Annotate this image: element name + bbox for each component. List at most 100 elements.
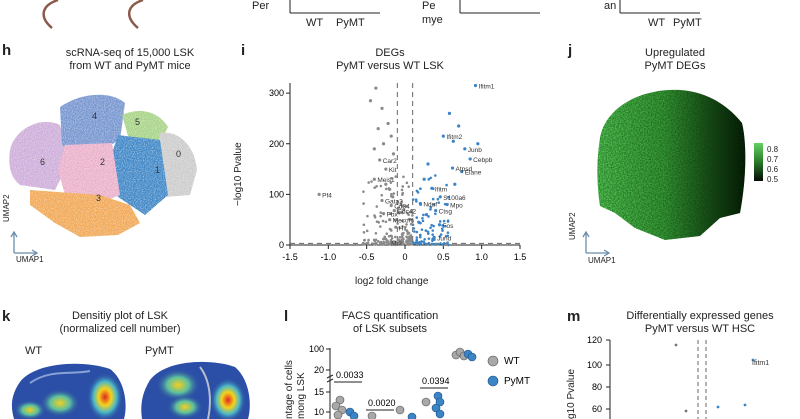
volcano-xtick-label: 1.5 bbox=[514, 252, 527, 262]
m-volcano-partial: 120 100 80 60 Ifitm1 bbox=[587, 335, 769, 419]
volcano-point bbox=[415, 200, 418, 203]
volcano-point-down bbox=[391, 152, 396, 156]
volcano-point bbox=[410, 242, 414, 246]
volcano-xtick-label: 0.5 bbox=[437, 252, 450, 262]
volcano-point-down bbox=[372, 177, 376, 181]
volcano-point bbox=[390, 176, 393, 180]
volcano-point bbox=[446, 241, 449, 244]
volcano-point bbox=[402, 175, 405, 179]
volcano-point-down bbox=[389, 203, 393, 208]
umap-axes-arrows bbox=[10, 230, 39, 257]
volcano-point-up bbox=[445, 202, 449, 207]
volcano-point-up bbox=[426, 162, 430, 166]
volcano-ytick-label: 100 bbox=[269, 189, 284, 199]
panel-h-label: h bbox=[2, 42, 12, 59]
volcano-point-up bbox=[457, 124, 461, 128]
volcano-point bbox=[407, 240, 411, 243]
volcano-xlabel: log2 fold change bbox=[355, 276, 429, 287]
volcano-point bbox=[401, 232, 404, 235]
gene-label: Mpo bbox=[450, 203, 463, 210]
volcano-axes: 0 100 200 300 -1.5 -1.0 -0.5 0 0.5 1.0 1.5 bbox=[269, 83, 526, 262]
gene-label: Cd34 bbox=[394, 204, 410, 211]
volcano-point bbox=[397, 211, 401, 215]
volcano-point bbox=[363, 238, 366, 242]
gene-label: Ifitm bbox=[435, 186, 447, 193]
volcano-point bbox=[429, 208, 432, 211]
mouse-tail-wt bbox=[42, 0, 59, 29]
umap2-label-j: UMAP2 bbox=[568, 212, 577, 240]
gene-label: Ifitm1 bbox=[479, 84, 495, 91]
density-pymt bbox=[141, 361, 250, 419]
panel-i-label: i bbox=[241, 42, 246, 59]
gene-label: Ifitm2 bbox=[446, 134, 462, 141]
volcano-point bbox=[438, 235, 442, 238]
volcano-point bbox=[441, 224, 444, 227]
volcano-point bbox=[427, 237, 431, 240]
panel-m-title-line2: PyMT versus WT HSC bbox=[644, 323, 756, 335]
volcano-point bbox=[444, 224, 447, 228]
volcano-point-down bbox=[381, 142, 386, 146]
volcano-ytick-label: 0 bbox=[279, 240, 284, 250]
pvalue-3: 0.0394 bbox=[422, 376, 450, 386]
volcano-point bbox=[427, 215, 430, 218]
volcano-point bbox=[400, 200, 404, 204]
volcano-point bbox=[390, 236, 394, 240]
volcano-point bbox=[382, 242, 385, 246]
umap-cluster-plot: 4 5 6 2 0 1 3 bbox=[0, 85, 230, 260]
volcano-point bbox=[401, 204, 404, 208]
volcano-point-down bbox=[317, 192, 321, 196]
volcano-xtick-label: -1.5 bbox=[282, 252, 298, 262]
volcano-point bbox=[362, 223, 366, 227]
volcano-point bbox=[407, 238, 410, 241]
volcano-point bbox=[373, 215, 377, 219]
volcano-point bbox=[401, 211, 404, 215]
volcano-point bbox=[437, 201, 441, 204]
panel-i-title-line2: PyMT versus WT LSK bbox=[336, 60, 444, 72]
volcano-point-down bbox=[376, 126, 380, 131]
volcano-point-down bbox=[380, 198, 384, 203]
volcano-point bbox=[396, 206, 400, 210]
volcano-point-down bbox=[388, 187, 392, 191]
volcano-point bbox=[422, 240, 425, 244]
gene-label: Kit bbox=[389, 167, 397, 174]
volcano-point bbox=[387, 234, 391, 238]
volcano-point bbox=[409, 210, 413, 214]
volcano-point-up bbox=[473, 83, 478, 88]
volcano-point bbox=[427, 178, 431, 181]
volcano-point-up bbox=[437, 223, 442, 227]
top-panel2-xtick-wt: WT bbox=[306, 17, 324, 29]
top-row-partial-panels bbox=[42, 0, 700, 29]
volcano-point bbox=[415, 216, 419, 219]
volcano-point bbox=[415, 238, 419, 242]
legend-label-pymt: PyMT bbox=[504, 376, 530, 387]
volcano-point bbox=[389, 212, 392, 216]
gene-label: S100a6 bbox=[443, 195, 466, 202]
volcano-point bbox=[374, 238, 378, 242]
volcano-point bbox=[419, 234, 422, 237]
volcano-point bbox=[431, 229, 435, 232]
top-panel4-ylabel: an bbox=[604, 0, 617, 12]
gene-label: Junb bbox=[468, 147, 482, 154]
volcano-point bbox=[434, 212, 437, 216]
volcano-point bbox=[398, 236, 402, 239]
volcano-point bbox=[396, 222, 399, 225]
panel-m-label: m bbox=[567, 308, 581, 325]
colorbar-tick-0.7: 0.7 bbox=[767, 155, 779, 164]
volcano-point bbox=[398, 226, 401, 229]
volcano-point bbox=[418, 235, 422, 239]
volcano-point bbox=[392, 192, 396, 195]
volcano-point bbox=[409, 238, 413, 242]
volcano-point-down bbox=[378, 158, 382, 162]
volcano-point bbox=[405, 181, 409, 185]
volcano-point bbox=[424, 229, 428, 232]
volcano-point-down bbox=[374, 86, 378, 90]
volcano-point bbox=[385, 232, 389, 236]
top-panel3-ylabel-a: Pe bbox=[422, 0, 436, 12]
gene-label: Pf4 bbox=[322, 192, 332, 199]
volcano-point bbox=[392, 240, 396, 243]
panel-j-title-line1: Upregulated bbox=[645, 47, 705, 59]
gene-label: Jund bbox=[437, 235, 451, 242]
volcano-point bbox=[423, 237, 426, 241]
mouse-tail-pymt bbox=[128, 0, 144, 29]
volcano-point bbox=[422, 213, 425, 217]
